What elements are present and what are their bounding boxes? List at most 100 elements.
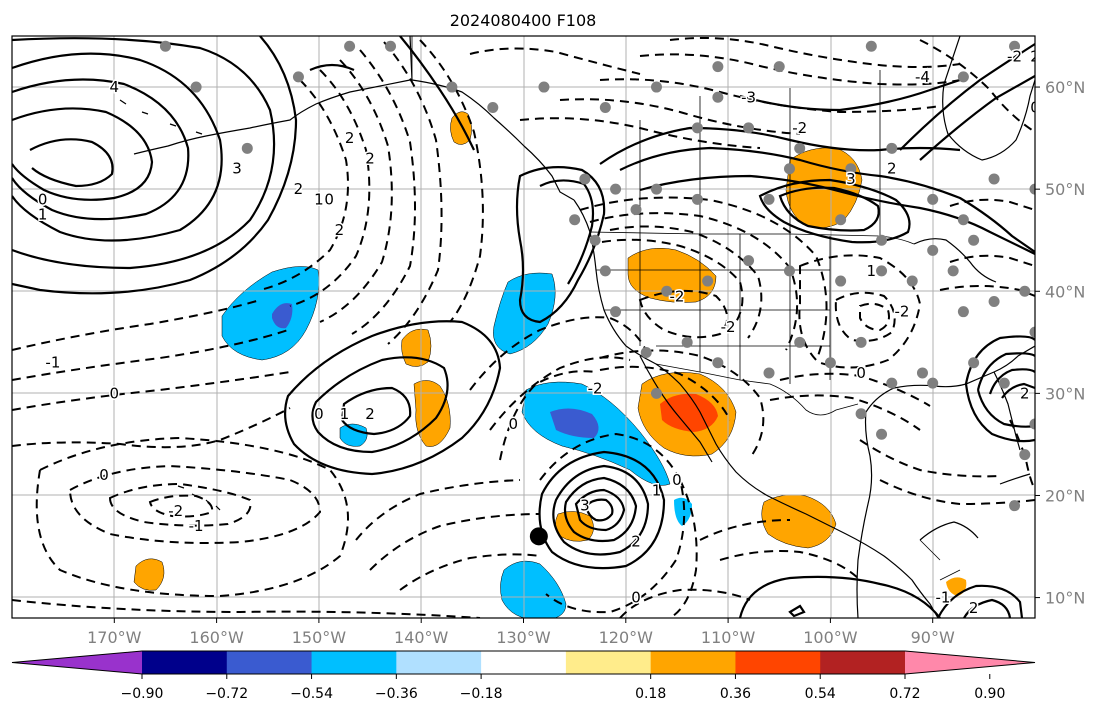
station-marker [712, 61, 724, 73]
station-marker [794, 142, 806, 154]
station-marker [865, 40, 877, 52]
contour-label: 0 [856, 364, 866, 382]
station-marker [947, 265, 959, 277]
lat-tick-label: 10°N [1045, 589, 1085, 608]
storm-position-marker [529, 527, 548, 546]
station-marker [957, 306, 969, 318]
anomaly-region-gulf-california [674, 497, 692, 526]
contour-label: -2 [168, 502, 183, 520]
lon-tick-label: 120°W [599, 628, 654, 647]
station-marker [968, 357, 980, 369]
station-marker [712, 357, 724, 369]
lon-tick-label: 110°W [701, 628, 756, 647]
station-marker [241, 142, 253, 154]
contour-label: 0 [631, 589, 641, 607]
longitude-axis: 170°W 160°W 150°W 140°W 130°W 120°W 110°W 100°W… [87, 618, 955, 647]
station-marker [845, 163, 857, 175]
station-marker [743, 255, 755, 267]
station-marker [650, 183, 662, 195]
station-marker [640, 347, 652, 359]
lat-tick-label: 60°N [1045, 78, 1085, 97]
lon-tick-label: 150°W [292, 628, 347, 647]
colorbar-segment [142, 651, 228, 674]
station-marker [968, 234, 980, 246]
contour-label: 2 [969, 599, 979, 617]
colorbar-segment [735, 651, 821, 674]
contours-dashed [12, 37, 1035, 618]
lon-tick-label: 90°W [911, 628, 955, 647]
anomaly-region-northeast-pacific-core [272, 303, 293, 329]
contour-label: 2 [631, 532, 641, 550]
station-marker [691, 122, 703, 134]
colorbar-tick-label: −0.36 [375, 686, 418, 702]
colorbar-tick-label: −0.72 [205, 686, 248, 702]
station-marker [927, 377, 939, 389]
contour-label: -2 [669, 287, 684, 305]
contour-label: 2 [887, 160, 897, 178]
colorbar-tick-label: −0.90 [121, 686, 164, 702]
contour-label: 2 [365, 150, 375, 168]
station-marker [855, 408, 867, 420]
anomaly-region-great-basin [627, 248, 717, 303]
station-marker [650, 81, 662, 93]
station-marker [927, 193, 939, 205]
station-marker [1029, 418, 1035, 430]
station-marker [988, 173, 1000, 185]
contour-label: 1 [38, 206, 48, 224]
station-marker [702, 275, 714, 287]
contour-label: -2 [792, 119, 807, 137]
station-marker [763, 193, 775, 205]
station-marker [589, 234, 601, 246]
contour-label: 0 [99, 466, 109, 484]
station-marker [906, 275, 918, 287]
anomaly-region-baja-offshore-core [550, 408, 599, 438]
contour-label: 2 [335, 221, 345, 239]
lat-tick-label: 50°N [1045, 180, 1085, 199]
station-marker [773, 61, 785, 73]
contour-label: 0 [508, 415, 518, 433]
station-marker [446, 81, 458, 93]
station-marker [344, 40, 356, 52]
station-marker [1019, 285, 1031, 297]
contour-label: -1 [935, 589, 950, 607]
station-marker [855, 336, 867, 348]
lat-tick-label: 30°N [1045, 384, 1085, 403]
contour-label: 4 [110, 78, 120, 96]
station-marker [957, 214, 969, 226]
colorbar-segment [481, 651, 567, 674]
station-marker [916, 367, 928, 379]
contour-label: 3 [232, 160, 242, 178]
station-marker [763, 367, 775, 379]
station-markers [159, 40, 1035, 512]
contour-label: -2 [721, 318, 736, 336]
station-marker [743, 122, 755, 134]
contour-label: 1 [340, 405, 350, 423]
anomaly-region-subtropical-pacific [339, 423, 368, 447]
colorbar-tick-label: 0.54 [805, 686, 836, 702]
station-marker [886, 142, 898, 154]
contour-label: 0 [672, 471, 682, 489]
contour-label: 2 [1020, 384, 1030, 402]
station-marker [783, 163, 795, 175]
contour-label: 0 [1030, 98, 1040, 116]
contour-label: -2 [1007, 47, 1022, 65]
station-marker [650, 387, 662, 399]
station-marker [927, 244, 939, 256]
colorbar-segment [650, 651, 736, 674]
station-marker [487, 101, 499, 113]
station-marker [599, 265, 611, 277]
contour-label: -1 [45, 354, 60, 372]
contour-label: 0 [38, 190, 48, 208]
station-marker [610, 183, 622, 195]
contour-label: -4 [915, 68, 930, 86]
contour-label: 0 [110, 384, 120, 402]
colorbar-segment [396, 651, 482, 674]
contour-label: 1 [314, 190, 324, 208]
anomaly-region-hawaii-south [133, 558, 165, 591]
colorbar-tick-label: −0.18 [460, 686, 503, 702]
station-marker [1029, 326, 1035, 338]
station-marker [538, 81, 550, 93]
contour-label: 3 [846, 170, 856, 188]
